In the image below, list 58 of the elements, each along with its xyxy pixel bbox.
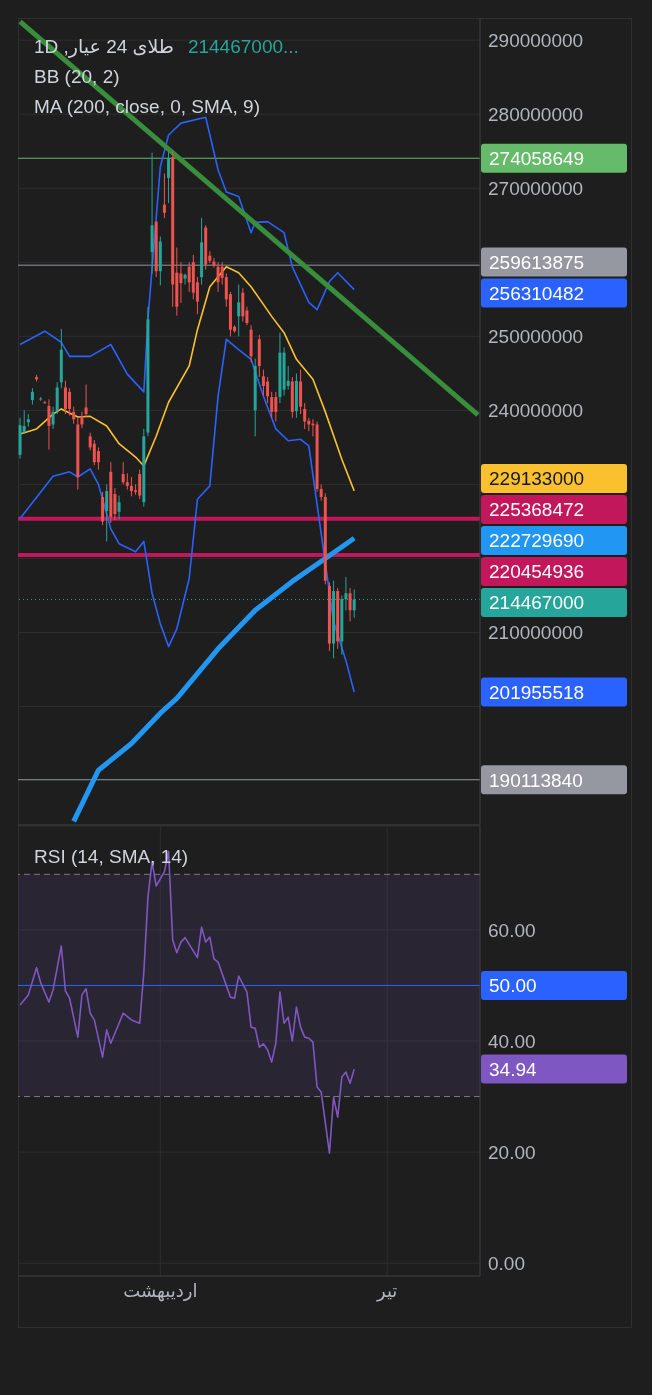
y-tick-label: 240000000 [488,400,584,422]
y-tick-label: 60.00 [488,919,536,941]
y-tick-label: 40.00 [488,1030,536,1052]
candlestick [117,495,121,520]
candlestick [92,439,96,466]
candlestick [121,461,125,485]
line-series [19,850,355,1155]
y-tick-label: 20.00 [488,1141,536,1163]
candlestick [216,261,220,293]
candlestick [352,589,356,619]
candlestick [266,376,270,404]
x-tick-label: تیر [376,1280,398,1302]
candlestick [96,446,100,471]
candlestick [51,406,55,430]
text: 201955518 [489,682,585,704]
candlestick [167,150,171,204]
candlestick [162,172,166,219]
candlestick [270,391,274,419]
candlestick [179,261,183,304]
candlestick [47,398,51,451]
ref-line-label: 259613875 [489,251,585,273]
candlestick [80,411,84,429]
ref-line-label: 50.00 [489,975,537,997]
y-tick-label: 250000000 [488,326,584,348]
annotation: 214467000... [187,36,299,57]
ref-line-label: 274058649 [489,148,585,170]
candlestick [303,402,307,430]
candlestick [63,380,67,415]
text: 229133000 [489,468,585,490]
y-tick-label: 280000000 [488,103,584,125]
y-tick-label: 270000000 [488,178,584,200]
line-series [19,116,355,393]
y-tick-label: 210000000 [488,622,584,644]
line-series [19,265,355,492]
candlestick [261,369,265,397]
y-tick-label: 290000000 [488,29,584,51]
candlestick [187,261,191,293]
text: 34.94 [489,1059,537,1081]
text: 256310482 [489,282,585,304]
text: 222729690 [489,530,585,552]
y-tick-label: 0.00 [488,1252,525,1274]
ref-line-label: 214467000 [489,592,585,614]
candlestick [105,483,109,542]
candlestick [129,476,133,497]
candlestick [348,587,352,622]
candlestick [55,381,59,415]
candlestick [138,469,142,500]
line-series [19,338,355,693]
candlestick [68,387,72,417]
candlestick [241,287,245,323]
candlestick [84,383,88,419]
candlestick [183,272,187,286]
ref-line-label: 220454936 [489,561,585,583]
x-tick-label: اردیبهشت [123,1280,198,1302]
candlestick [237,284,241,337]
ref-line-label: 190113840 [489,769,583,791]
ref-line-label: 225368472 [489,499,585,521]
candlestick [274,391,278,422]
